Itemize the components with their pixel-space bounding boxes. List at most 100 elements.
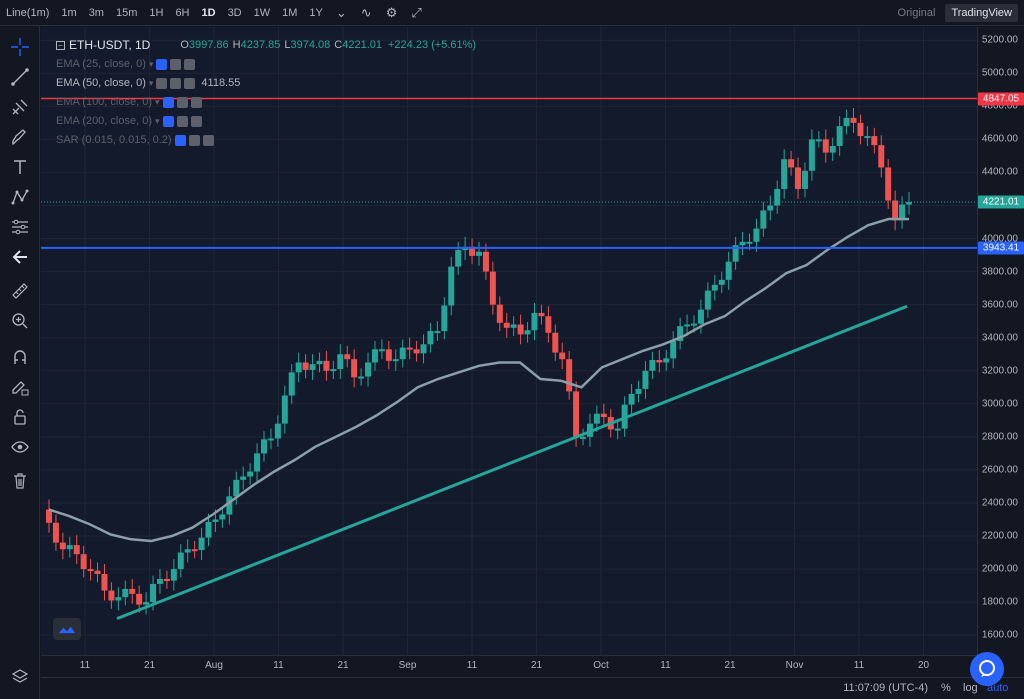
log-scale-button[interactable]: log <box>963 682 978 694</box>
chevron-down-icon[interactable]: ▾ <box>155 116 160 126</box>
prediction-tool[interactable] <box>0 212 40 242</box>
interval-3d[interactable]: 3D <box>227 6 242 19</box>
time-tick-label: Nov <box>785 660 804 671</box>
chat-button[interactable] <box>970 652 1004 686</box>
eye-toggle-icon[interactable] <box>156 59 168 70</box>
settings-icon[interactable] <box>188 135 200 146</box>
eye-toggle-icon[interactable] <box>156 78 168 89</box>
chart-canvas[interactable] <box>41 27 977 655</box>
candle-body <box>663 358 670 363</box>
clock-timezone[interactable]: 11:07:09 (UTC-4) <box>843 682 928 694</box>
close-value: 4221.01 <box>342 39 382 51</box>
brush-tool[interactable] <box>0 122 40 152</box>
candle-body <box>614 428 621 431</box>
interval-3m[interactable]: 3m <box>88 6 104 19</box>
indicator-label[interactable]: EMA (100, close, 0) <box>56 96 152 108</box>
eye-toggle-icon[interactable] <box>174 135 186 146</box>
trendline-tool[interactable] <box>0 62 40 92</box>
indicator-wave-icon[interactable]: ∿ <box>360 4 372 20</box>
lock-drawing-tool[interactable] <box>0 372 40 402</box>
close-icon[interactable] <box>190 116 202 127</box>
candle-body <box>871 136 878 146</box>
crosshair-tool[interactable] <box>0 32 40 62</box>
indicator-row[interactable]: EMA (200, close, 0) ▾ <box>56 112 476 131</box>
percent-scale-button[interactable]: % <box>941 682 951 694</box>
chevron-down-icon[interactable]: ▾ <box>155 97 160 107</box>
collapse-icon[interactable]: − <box>56 41 65 50</box>
eye-toggle-icon[interactable] <box>162 97 174 108</box>
chevron-down-icon[interactable]: ▾ <box>148 59 154 69</box>
indicator-row[interactable]: SAR (0.015, 0.015, 0.2) <box>56 131 476 150</box>
chat-bubble-icon <box>979 660 995 677</box>
arrow-left-icon <box>12 250 27 264</box>
hide-drawings-tool[interactable] <box>0 432 40 462</box>
candle-body <box>344 354 351 360</box>
price-chart[interactable] <box>41 27 977 655</box>
indicator-label[interactable]: EMA (50, close, 0) <box>56 77 146 89</box>
text-tool[interactable] <box>0 152 40 182</box>
candle-body <box>191 549 198 552</box>
candle-body <box>843 117 850 127</box>
candle-body <box>760 210 767 229</box>
candle-body <box>323 360 330 371</box>
indicator-label[interactable]: SAR (0.015, 0.015, 0.2) <box>56 134 172 146</box>
candle-body <box>885 167 892 201</box>
close-icon[interactable] <box>184 59 196 70</box>
indicator-value: 4118.55 <box>201 77 241 89</box>
candle-body <box>746 241 753 244</box>
pitchfork-tool[interactable] <box>0 92 40 122</box>
ruler-tool[interactable] <box>0 276 40 306</box>
indicator-label[interactable]: EMA (200, close, 0) <box>56 115 152 127</box>
indicator-row[interactable]: EMA (25, close, 0) ▾ <box>56 55 476 74</box>
settings-icon[interactable] <box>176 97 188 108</box>
pattern-tool[interactable] <box>0 182 40 212</box>
tradingview-logo-button[interactable] <box>53 618 81 640</box>
symbol-row: − ETH-USDT, 1D O 3997.86 H 4237.85 L 3974.0… <box>56 36 476 55</box>
layers-button[interactable] <box>10 667 30 687</box>
eye-toggle-icon[interactable] <box>162 116 174 127</box>
gear-icon[interactable]: ⚙ <box>385 4 398 20</box>
chevron-down-icon[interactable]: ⌄ <box>335 4 347 20</box>
settings-icon[interactable] <box>170 59 182 70</box>
candle-body <box>670 341 677 359</box>
settings-icon[interactable] <box>176 116 188 127</box>
time-axis[interactable]: 11 21 Aug 11 21 Sep 11 21 Oct 11 21 Nov 11 20 <box>41 655 977 677</box>
candle-body <box>330 369 337 372</box>
interval-1m-month[interactable]: 1M <box>282 6 298 19</box>
close-icon[interactable] <box>184 78 196 89</box>
interval-1y[interactable]: 1Y <box>309 6 323 19</box>
chevron-down-icon[interactable]: ▾ <box>148 78 154 88</box>
indicator-row[interactable]: EMA (50, close, 0) ▾ 4118.55 <box>56 74 476 93</box>
candle-body <box>878 145 885 168</box>
symbol-label[interactable]: ETH-USDT, 1D <box>69 38 151 52</box>
candle-body <box>420 344 427 354</box>
back-tool[interactable] <box>0 242 40 272</box>
price-axis[interactable]: 5200.005000.004800.004600.004400.004200.… <box>977 27 1024 655</box>
fullscreen-icon[interactable]: ⤢ <box>411 4 422 20</box>
candle-body <box>628 393 635 405</box>
lock-all-tool[interactable] <box>0 402 40 432</box>
zoom-tool[interactable] <box>0 306 40 336</box>
indicator-row[interactable]: EMA (100, close, 0) ▾ <box>56 93 476 112</box>
interval-1h[interactable]: 1H <box>149 6 164 19</box>
close-icon[interactable] <box>202 135 214 146</box>
settings-icon[interactable] <box>170 78 182 89</box>
interval-15m[interactable]: 15m <box>115 6 138 19</box>
layers-icon <box>11 669 29 683</box>
interval-6h[interactable]: 6H <box>175 6 190 19</box>
interval-1w[interactable]: 1W <box>253 6 271 19</box>
candle-body <box>101 574 108 591</box>
view-original-button[interactable]: Original <box>897 7 936 19</box>
candle-body <box>212 519 219 522</box>
candle-body <box>52 522 59 543</box>
candle-body <box>219 514 226 520</box>
chart-type-selector[interactable]: Line(1m) <box>6 6 50 19</box>
interval-1d[interactable]: 1D <box>201 6 216 19</box>
magnet-tool[interactable] <box>0 342 40 372</box>
view-tradingview-button[interactable]: TradingView <box>945 4 1018 22</box>
ema-50-line <box>48 217 909 543</box>
interval-1m[interactable]: 1m <box>61 6 77 19</box>
delete-drawings-tool[interactable] <box>0 466 40 496</box>
close-icon[interactable] <box>190 97 202 108</box>
indicator-label[interactable]: EMA (25, close, 0) <box>56 58 146 70</box>
